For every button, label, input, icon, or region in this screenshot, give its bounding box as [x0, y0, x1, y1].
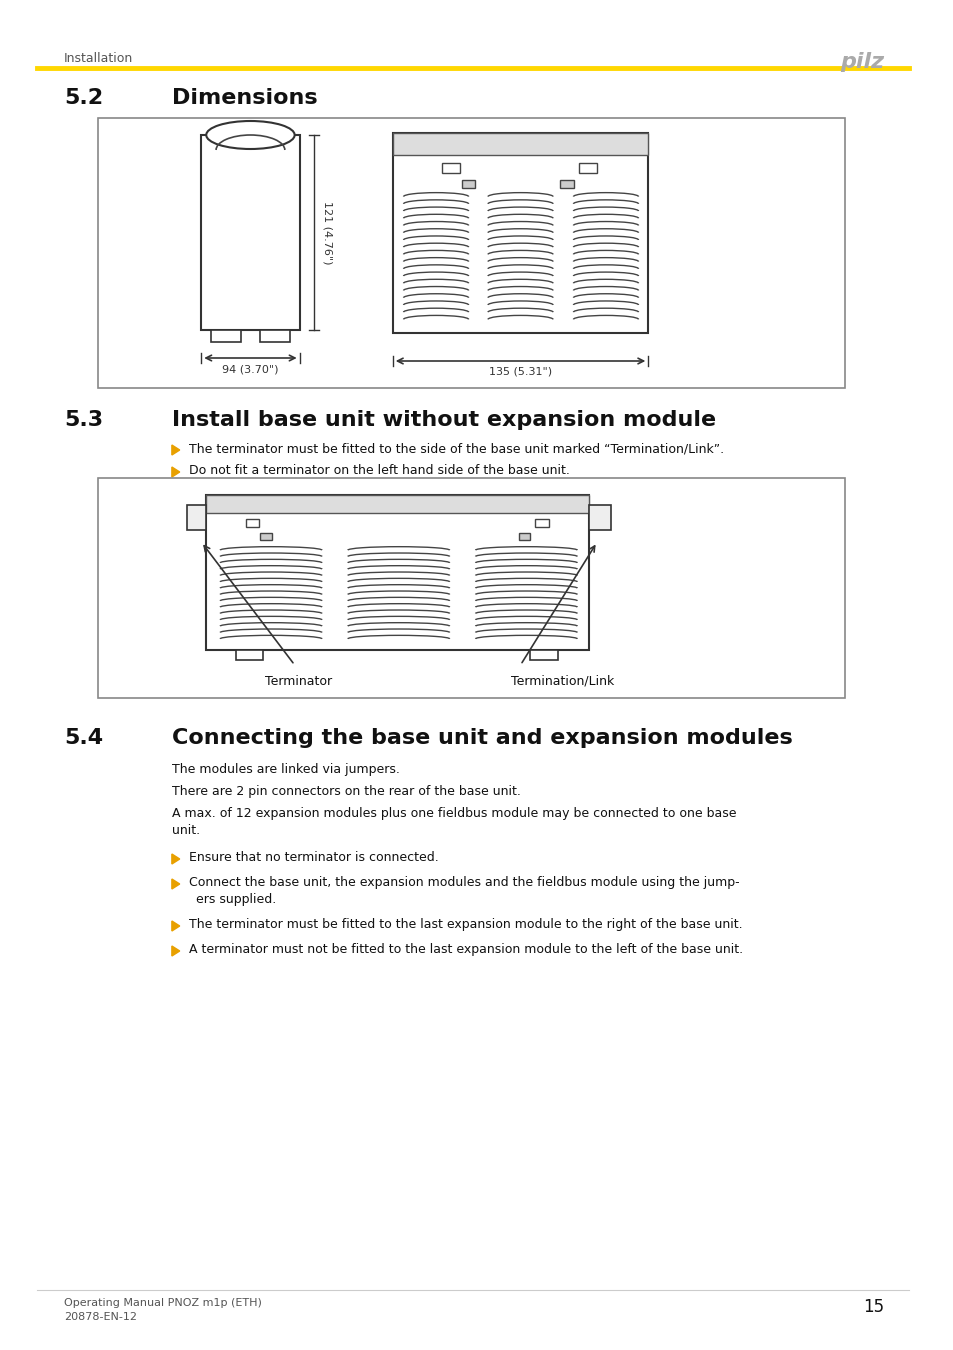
FancyBboxPatch shape: [559, 180, 573, 188]
Text: Install base unit without expansion module: Install base unit without expansion modu…: [172, 410, 716, 431]
Polygon shape: [172, 946, 179, 956]
Text: The modules are linked via jumpers.: The modules are linked via jumpers.: [172, 763, 399, 776]
Polygon shape: [172, 921, 179, 931]
FancyBboxPatch shape: [206, 495, 589, 649]
Text: Ensure that no terminator is connected.: Ensure that no terminator is connected.: [189, 850, 437, 864]
FancyBboxPatch shape: [589, 505, 610, 531]
Polygon shape: [172, 879, 179, 890]
FancyBboxPatch shape: [260, 533, 272, 540]
FancyBboxPatch shape: [578, 163, 597, 173]
Ellipse shape: [206, 122, 294, 148]
Text: ers supplied.: ers supplied.: [196, 892, 276, 906]
Text: Terminator: Terminator: [265, 675, 332, 688]
FancyBboxPatch shape: [235, 649, 263, 660]
Text: 5.2: 5.2: [64, 88, 103, 108]
Text: pilz: pilz: [839, 53, 883, 72]
Text: Connect the base unit, the expansion modules and the fieldbus module using the j: Connect the base unit, the expansion mod…: [189, 876, 739, 890]
Text: 20878-EN-12: 20878-EN-12: [64, 1312, 136, 1322]
Text: 121 (4.76"): 121 (4.76"): [322, 201, 332, 265]
FancyBboxPatch shape: [530, 649, 558, 660]
FancyBboxPatch shape: [201, 135, 299, 329]
Text: A terminator must not be fitted to the last expansion module to the left of the : A terminator must not be fitted to the l…: [189, 944, 742, 956]
Polygon shape: [172, 855, 179, 864]
FancyBboxPatch shape: [98, 117, 843, 387]
Text: The terminator must be fitted to the side of the base unit marked “Termination/L: The terminator must be fitted to the sid…: [189, 441, 723, 455]
Text: Connecting the base unit and expansion modules: Connecting the base unit and expansion m…: [172, 728, 792, 748]
Text: 94 (3.70"): 94 (3.70"): [222, 364, 278, 374]
FancyBboxPatch shape: [206, 495, 589, 513]
FancyBboxPatch shape: [518, 533, 530, 540]
Text: Do not fit a terminator on the left hand side of the base unit.: Do not fit a terminator on the left hand…: [189, 464, 569, 477]
Polygon shape: [172, 446, 179, 455]
Text: unit.: unit.: [172, 824, 200, 837]
FancyBboxPatch shape: [211, 329, 240, 342]
FancyBboxPatch shape: [98, 478, 843, 698]
FancyBboxPatch shape: [461, 180, 475, 188]
Text: 5.4: 5.4: [64, 728, 103, 748]
FancyBboxPatch shape: [393, 134, 647, 333]
Text: The terminator must be fitted to the last expansion module to the right of the b: The terminator must be fitted to the las…: [189, 918, 741, 932]
FancyBboxPatch shape: [393, 134, 647, 155]
FancyBboxPatch shape: [535, 518, 548, 526]
Text: Dimensions: Dimensions: [172, 88, 317, 108]
Text: There are 2 pin connectors on the rear of the base unit.: There are 2 pin connectors on the rear o…: [172, 784, 520, 798]
FancyBboxPatch shape: [260, 329, 290, 342]
FancyBboxPatch shape: [187, 505, 206, 531]
Text: A max. of 12 expansion modules plus one fieldbus module may be connected to one : A max. of 12 expansion modules plus one …: [172, 807, 736, 819]
Polygon shape: [172, 467, 179, 477]
Text: 5.3: 5.3: [64, 410, 103, 431]
Text: 135 (5.31"): 135 (5.31"): [489, 367, 552, 377]
FancyBboxPatch shape: [441, 163, 459, 173]
Text: 15: 15: [862, 1297, 883, 1316]
Text: Operating Manual PNOZ m1p (ETH): Operating Manual PNOZ m1p (ETH): [64, 1297, 261, 1308]
Text: Termination/Link: Termination/Link: [510, 675, 614, 688]
FancyBboxPatch shape: [245, 518, 259, 526]
Text: Installation: Installation: [64, 53, 133, 65]
